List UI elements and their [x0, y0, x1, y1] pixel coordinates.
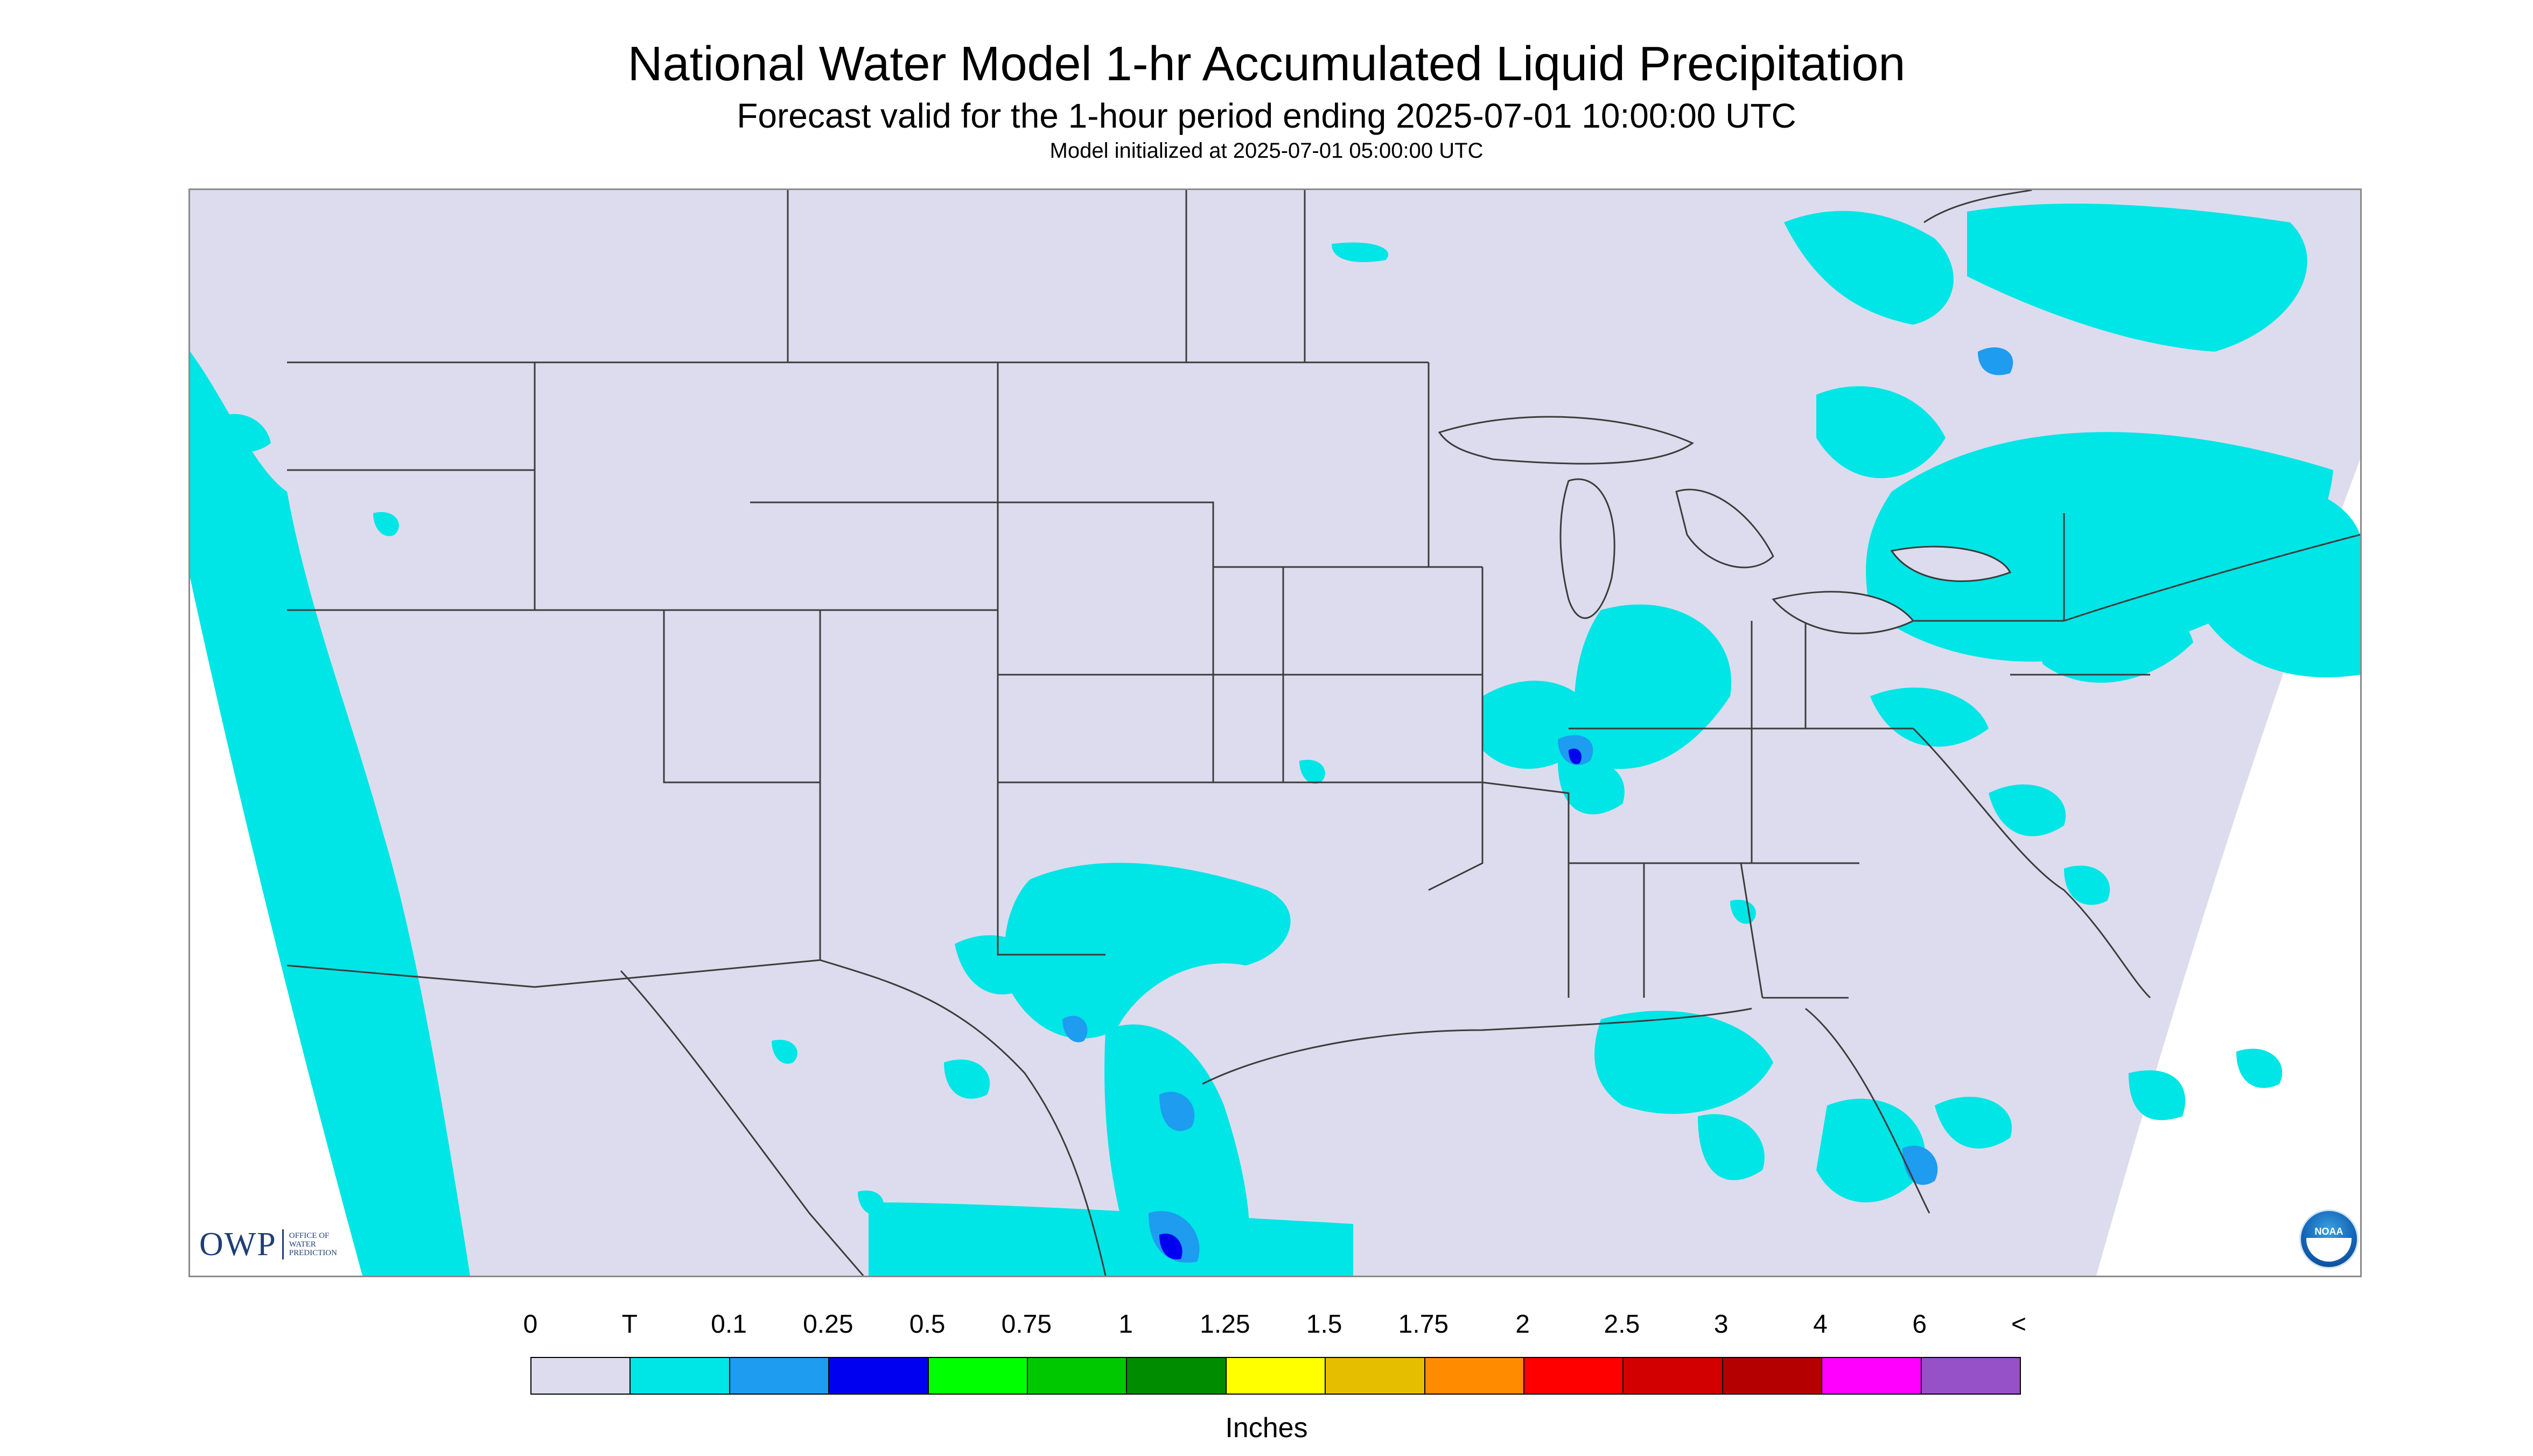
owp-logo: OWP OFFICE OF WATER PREDICTION	[199, 1226, 337, 1263]
legend-swatch	[1028, 1358, 1128, 1394]
legend-swatch	[1524, 1358, 1624, 1394]
legend-swatch	[928, 1358, 1028, 1394]
legend-label: 3	[1713, 1310, 1729, 1339]
moderate-precip-cells	[1159, 748, 1582, 1259]
legend-label: 4	[1813, 1310, 1828, 1339]
legend-label: 2	[1515, 1310, 1530, 1339]
legend-units: Inches	[1225, 1412, 1308, 1444]
legend-swatch	[1425, 1358, 1525, 1394]
legend-label: 0.25	[803, 1310, 853, 1339]
forecast-valid-subtitle: Forecast valid for the 1-hour period end…	[737, 96, 1796, 135]
legend-swatch	[829, 1358, 929, 1394]
precipitation-map	[188, 188, 2362, 1277]
model-domain	[190, 190, 2360, 1276]
legend-label: 0	[523, 1310, 538, 1339]
legend-label: 0.1	[711, 1310, 747, 1339]
map-title: National Water Model 1-hr Accumulated Li…	[627, 37, 1906, 91]
legend-swatch	[1723, 1358, 1823, 1394]
legend-swatch	[1226, 1358, 1326, 1394]
legend-label: 1.5	[1306, 1310, 1342, 1339]
legend-label: 1.25	[1200, 1310, 1250, 1339]
legend-label: 6	[1912, 1310, 1927, 1339]
legend-labels: 0 T 0.1 0.25 0.5 0.75 1 1.25 1.5 1.75 2 2.5 3 4 6 <	[0, 1310, 2533, 1347]
legend-label: <	[2011, 1310, 2027, 1339]
legend-swatch	[1921, 1358, 2020, 1394]
legend-color-bar	[530, 1357, 2021, 1395]
legend-swatch	[1822, 1358, 1922, 1394]
owp-logo-mark: OWP	[199, 1226, 277, 1263]
legend-swatch	[531, 1358, 631, 1394]
boundary-lines	[286, 190, 2360, 1276]
legend-label: 0.75	[1001, 1310, 1052, 1339]
legend-label: 0.5	[909, 1310, 946, 1339]
legend-label: 1.75	[1398, 1310, 1449, 1339]
legend-label: T	[621, 1310, 638, 1339]
legend-label: 2.5	[1604, 1310, 1640, 1339]
noaa-logo-icon: NOAA	[2299, 1209, 2359, 1269]
owp-logo-line: WATER	[289, 1240, 316, 1249]
legend-swatch	[1326, 1358, 1425, 1394]
noaa-logo-label: NOAA	[2314, 1226, 2343, 1237]
legend-swatch	[631, 1358, 730, 1394]
legend-swatch	[730, 1358, 830, 1394]
legend-swatch	[1127, 1358, 1227, 1394]
noaa-gull-icon	[2306, 1238, 2352, 1262]
owp-logo-line: OFFICE OF	[289, 1231, 330, 1240]
legend-swatch	[1624, 1358, 1723, 1394]
owp-logo-text: OFFICE OF WATER PREDICTION	[289, 1231, 337, 1257]
great-lakes	[1438, 416, 2012, 634]
owp-logo-line: PREDICTION	[289, 1249, 337, 1257]
legend-label: 1	[1118, 1310, 1133, 1339]
model-init-line: Model initialized at 2025-07-01 05:00:00…	[1049, 139, 1484, 163]
owp-logo-divider	[282, 1229, 284, 1259]
